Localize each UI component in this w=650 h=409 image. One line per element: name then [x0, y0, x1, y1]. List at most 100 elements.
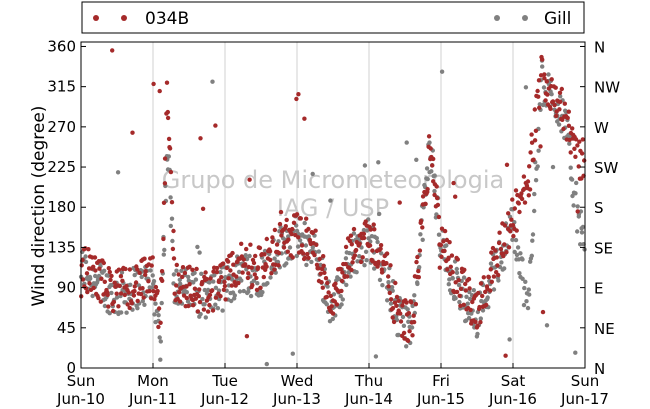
034b-point	[254, 287, 260, 293]
gill-point	[485, 295, 490, 300]
gill-point	[83, 259, 89, 265]
x-tick-date-2: Jun-12	[200, 390, 249, 408]
034b-point	[458, 303, 463, 308]
034b-point	[203, 270, 208, 275]
034b-point	[352, 253, 358, 258]
gill-point	[450, 276, 455, 281]
034b-point	[338, 266, 343, 272]
gill-point	[268, 275, 273, 280]
034b-point	[278, 209, 284, 215]
034b-point	[169, 200, 175, 205]
y-tick-label-4: 180	[47, 198, 76, 216]
gill-point	[575, 204, 580, 209]
034b-point	[314, 242, 319, 247]
gill-point	[400, 314, 406, 320]
gill-point	[306, 234, 311, 239]
gill-point	[432, 188, 437, 194]
y-tick-right-label-3: SE	[594, 239, 613, 257]
gill-point	[573, 191, 578, 196]
034b-point	[405, 338, 411, 343]
034b-point	[357, 241, 362, 246]
034b-point	[457, 293, 462, 298]
034b-point	[387, 290, 392, 296]
034b-point	[508, 229, 513, 234]
034b-point	[99, 276, 104, 281]
gill-point	[418, 232, 423, 237]
gill-point	[148, 268, 153, 273]
034b-point	[207, 302, 212, 308]
gill-point	[229, 277, 235, 282]
034b-point	[153, 284, 159, 290]
034b-point	[573, 154, 578, 159]
034b-point	[252, 272, 257, 277]
034b-point	[106, 304, 111, 309]
034b-point	[84, 271, 90, 276]
034b-point	[322, 270, 327, 275]
gill-point	[404, 140, 409, 145]
034b-point	[495, 263, 500, 268]
034b-point	[174, 283, 179, 288]
034b-point	[580, 137, 585, 142]
034b-point	[106, 266, 112, 271]
gill-point	[518, 251, 523, 256]
034b-point	[521, 174, 527, 179]
034b-point	[221, 261, 226, 266]
gill-point	[409, 325, 415, 330]
gill-point	[203, 315, 208, 320]
034b-point	[321, 254, 326, 259]
gill-point	[178, 281, 183, 286]
gill-point	[328, 198, 333, 203]
034b-point	[475, 323, 480, 328]
gill-point	[237, 289, 243, 294]
gill-point	[247, 253, 252, 259]
gill-point	[102, 268, 107, 273]
gill-point	[325, 284, 330, 289]
x-tick-date-7: Jun-17	[560, 390, 609, 408]
034b-point	[454, 289, 460, 295]
034b-point	[117, 283, 122, 288]
034b-point	[306, 226, 311, 232]
034b-point	[501, 253, 506, 259]
gill-point	[195, 244, 200, 250]
034b-point	[176, 272, 181, 277]
034b-point	[386, 284, 391, 289]
034b-point	[249, 265, 254, 270]
gill-point	[454, 270, 460, 275]
034b-point	[276, 250, 282, 256]
gill-point	[124, 310, 129, 315]
034b-point	[522, 200, 528, 205]
gill-point	[454, 266, 459, 272]
034b-point	[504, 162, 510, 167]
034b-point	[172, 291, 177, 296]
034b-point	[353, 247, 359, 253]
034b-point	[194, 266, 199, 272]
034b-point	[431, 156, 436, 162]
034b-point	[244, 334, 250, 339]
gill-point	[272, 256, 277, 261]
gill-point	[536, 148, 541, 153]
y-axis-right: N NE E SE S SW W NW N	[580, 38, 620, 378]
034b-point	[161, 200, 167, 205]
034b-point	[577, 139, 582, 144]
gill-point	[344, 282, 349, 288]
034b-point	[370, 248, 375, 253]
034b-point	[506, 245, 512, 250]
034b-point	[114, 291, 119, 296]
034b-point	[302, 255, 308, 260]
gill-point	[432, 173, 437, 178]
034b-point	[247, 177, 252, 182]
034b-point	[156, 306, 162, 311]
gill-point	[373, 354, 379, 359]
034b-point	[409, 300, 414, 305]
034b-point	[86, 247, 91, 252]
gill-point	[162, 247, 167, 253]
034b-point	[528, 150, 533, 155]
gill-point	[241, 288, 246, 294]
034b-point	[151, 289, 156, 294]
034b-point	[358, 259, 364, 265]
034b-point	[205, 309, 211, 314]
x-tick-date-5: Jun-15	[416, 390, 465, 408]
034b-point	[513, 188, 519, 193]
034b-point	[514, 228, 519, 233]
034b-point	[511, 233, 516, 239]
